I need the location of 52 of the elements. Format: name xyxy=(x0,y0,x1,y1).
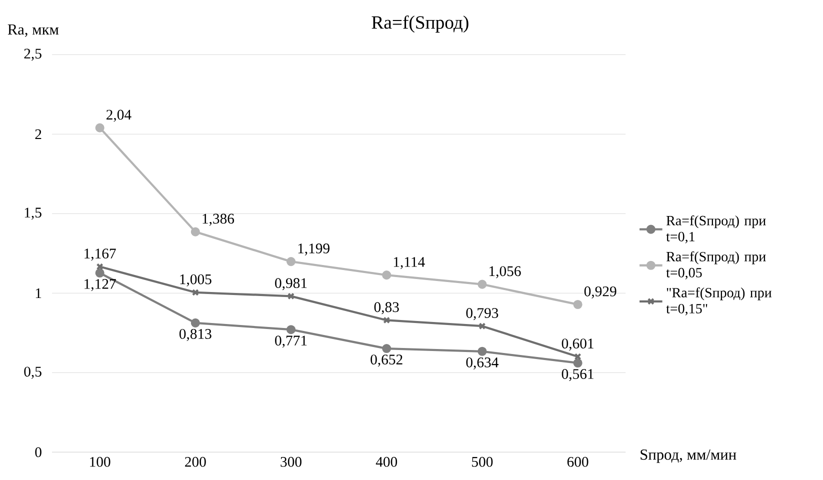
point xyxy=(95,268,104,278)
y-tick-label: 0 xyxy=(35,447,42,458)
point xyxy=(287,292,295,300)
x-axis-title: Sпрод, мм/мин xyxy=(640,449,736,463)
x-tick-label: 100 xyxy=(90,456,110,467)
x-tick-label: 400 xyxy=(376,456,398,467)
data-label: 0,793 xyxy=(466,308,498,320)
x-tick-label: 600 xyxy=(567,456,588,467)
point xyxy=(383,316,390,324)
point xyxy=(478,280,487,289)
point xyxy=(286,324,296,334)
point xyxy=(192,288,199,296)
data-label: 1,199 xyxy=(298,243,330,256)
data-label: 0,981 xyxy=(275,278,307,290)
y-axis-title: Ra, мкм xyxy=(8,24,59,37)
data-label: 1,056 xyxy=(490,266,521,278)
x-tick-label: 300 xyxy=(280,456,302,467)
data-label: 1,005 xyxy=(180,274,212,286)
data-label: 0,813 xyxy=(179,328,212,341)
y-tick-label: 2 xyxy=(35,129,42,139)
point xyxy=(478,322,486,330)
y-tick-label: 0,5 xyxy=(24,366,42,379)
point xyxy=(573,300,582,309)
y-tick-label: 1 xyxy=(36,288,42,298)
point xyxy=(478,346,487,356)
data-label: 1,127 xyxy=(84,278,116,291)
legend-label: Ra=f(Sпрод) при t=0,05 xyxy=(666,251,766,280)
x-tick-label: 500 xyxy=(472,456,493,467)
point xyxy=(573,358,582,368)
point xyxy=(286,256,296,266)
data-label: 1,386 xyxy=(202,214,234,226)
point xyxy=(190,318,200,328)
data-label: 0,601 xyxy=(562,338,594,350)
data-label: 2,04 xyxy=(106,110,132,122)
data-label: 0,652 xyxy=(370,354,402,366)
point xyxy=(382,270,392,280)
data-label: 0,634 xyxy=(466,357,498,370)
point xyxy=(382,344,392,353)
chart-title: Ra=f(Sпрод) xyxy=(372,15,468,32)
data-label: 0,561 xyxy=(562,368,594,381)
y-tick-label: 1,5 xyxy=(24,208,42,220)
legend-label: "Ra=f(Sпрод) при t=0,15" xyxy=(666,287,772,316)
y-tick-label: 2,5 xyxy=(24,48,42,61)
data-label: 1,114 xyxy=(394,256,425,269)
point xyxy=(190,227,200,236)
legend-label: Ra=f(Sпрод) при t=0,1 xyxy=(666,215,766,244)
data-label: 0,83 xyxy=(374,302,399,314)
x-tick-label: 200 xyxy=(185,456,206,467)
point xyxy=(95,123,104,132)
data-label: 0,929 xyxy=(584,286,616,298)
data-label: 0,771 xyxy=(275,336,307,348)
data-label: 1,167 xyxy=(84,248,116,261)
